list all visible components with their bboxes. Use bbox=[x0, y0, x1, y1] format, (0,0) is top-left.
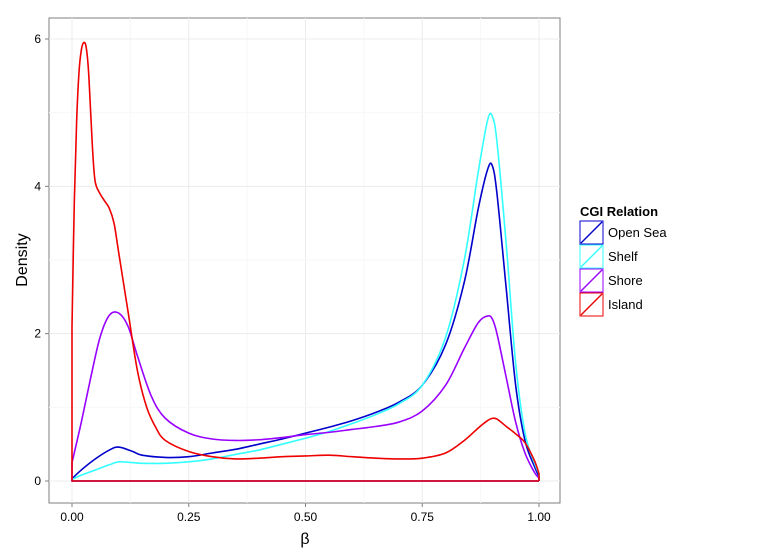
y-tick-label: 4 bbox=[34, 179, 41, 193]
legend-label-open-sea: Open Sea bbox=[608, 225, 667, 240]
legend-key-line-shelf bbox=[580, 245, 603, 268]
legend-item-island: Island bbox=[579, 292, 643, 317]
x-tick-label: 0.75 bbox=[411, 510, 435, 524]
legend-key-line-open-sea bbox=[580, 221, 603, 244]
x-tick-label: 0.50 bbox=[294, 510, 318, 524]
legend-item-open-sea: Open Sea bbox=[579, 220, 667, 245]
y-tick-label: 0 bbox=[34, 474, 41, 488]
series-line-island bbox=[71, 41, 540, 482]
series-line-shelf bbox=[71, 112, 540, 482]
y-tick-label: 2 bbox=[34, 327, 41, 341]
x-tick-label: 1.00 bbox=[527, 510, 551, 524]
series-line-open-sea bbox=[71, 162, 540, 482]
x-tick-label: 0.00 bbox=[60, 510, 84, 524]
legend: CGI Relation Open Sea Shelf Shore Island bbox=[579, 204, 667, 317]
x-axis-title: β bbox=[300, 531, 309, 548]
series-line-shore bbox=[71, 311, 540, 482]
series-layer bbox=[71, 41, 540, 482]
legend-items: Open Sea Shelf Shore Island bbox=[579, 220, 667, 317]
axis-ticks: 0.00 0.25 0.50 0.75 1.00 0 2 4 6 bbox=[34, 32, 551, 524]
legend-key-line-shore bbox=[580, 269, 603, 292]
legend-label-island: Island bbox=[608, 297, 643, 312]
y-tick-label: 6 bbox=[34, 32, 41, 46]
y-axis-title: Density bbox=[14, 233, 31, 286]
legend-label-shelf: Shelf bbox=[608, 249, 638, 264]
legend-item-shelf: Shelf bbox=[579, 244, 638, 269]
legend-key-line-island bbox=[580, 293, 603, 316]
legend-item-shore: Shore bbox=[579, 268, 643, 293]
legend-title: CGI Relation bbox=[580, 204, 658, 219]
x-tick-label: 0.25 bbox=[177, 510, 201, 524]
legend-label-shore: Shore bbox=[608, 273, 643, 288]
